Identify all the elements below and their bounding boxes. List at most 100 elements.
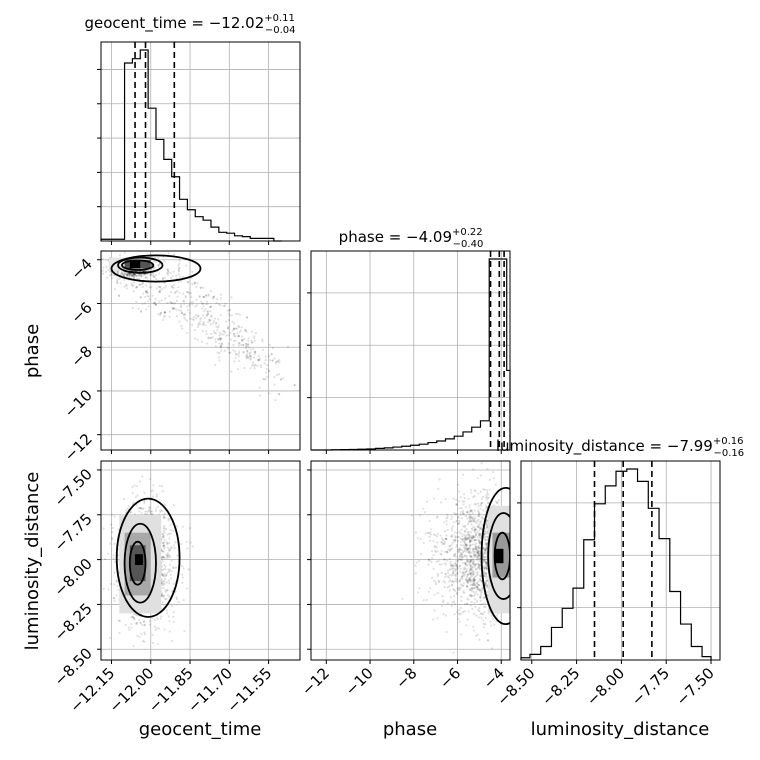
panel-phase-histogram: [307, 250, 511, 454]
sample-point: [166, 546, 170, 549]
sample-point: [157, 256, 160, 260]
sample-point: [477, 545, 480, 549]
sample-point: [472, 582, 476, 585]
sample-point: [475, 634, 478, 637]
sample-point: [201, 302, 204, 305]
sample-point: [146, 291, 149, 294]
sample-point: [459, 558, 462, 561]
histogram-luminosity-distance: [520, 468, 712, 660]
sample-point: [484, 552, 487, 555]
sample-point: [125, 283, 128, 286]
sample-point: [110, 513, 113, 517]
sample-point: [484, 565, 487, 569]
sample-point: [478, 583, 481, 587]
sample-point: [136, 634, 139, 638]
sample-point: [468, 539, 471, 542]
sample-point: [481, 523, 484, 527]
sample-point: [472, 554, 476, 557]
sample-point: [231, 320, 234, 323]
sample-point: [229, 351, 232, 354]
sample-point: [463, 500, 466, 503]
sample-point: [469, 568, 472, 571]
sample-point: [469, 576, 472, 579]
sample-point: [164, 565, 167, 568]
sample-point: [473, 575, 477, 578]
sample-point: [470, 587, 474, 590]
sample-point: [431, 618, 435, 621]
sample-point: [273, 375, 276, 379]
sample-point: [480, 501, 483, 504]
sample-point: [481, 602, 484, 605]
sample-point: [456, 566, 459, 569]
sample-point: [175, 274, 178, 277]
sample-point: [471, 571, 474, 574]
sample-point: [474, 547, 478, 550]
sample-point: [240, 343, 243, 347]
sample-point: [467, 521, 471, 524]
sample-point: [443, 562, 446, 565]
sample-point: [162, 535, 165, 538]
sample-point: [432, 540, 435, 543]
sample-point: [161, 277, 165, 280]
sample-point: [165, 541, 168, 544]
sample-point: [204, 294, 208, 297]
sample-point: [483, 566, 486, 569]
sample-point: [485, 566, 488, 569]
sample-point: [199, 318, 202, 321]
sample-point: [482, 596, 485, 600]
sample-point: [217, 326, 220, 329]
sample-point: [151, 274, 154, 277]
sample-point: [162, 515, 165, 518]
sample-point: [453, 602, 457, 606]
sample-point: [135, 484, 139, 488]
sample-point: [467, 550, 471, 553]
sample-point: [465, 579, 468, 582]
sample-point: [214, 338, 217, 341]
sample-point: [182, 275, 185, 279]
sample-point: [237, 344, 241, 347]
sample-point: [160, 557, 163, 560]
sample-point: [181, 327, 184, 330]
sample-point: [263, 378, 266, 381]
sample-point: [467, 536, 470, 539]
sample-point: [460, 517, 464, 520]
sample-point: [455, 502, 458, 506]
sample-point: [166, 594, 169, 597]
sample-point: [467, 546, 470, 549]
sample-point: [458, 530, 461, 534]
sample-point: [168, 548, 171, 551]
sample-point: [247, 343, 250, 346]
sample-point: [460, 554, 464, 557]
sample-point: [161, 592, 164, 595]
sample-point: [473, 531, 476, 534]
sample-point: [472, 520, 475, 523]
sample-point: [248, 354, 252, 357]
sample-point: [173, 307, 176, 310]
sample-point: [242, 350, 245, 354]
sample-point: [480, 612, 483, 615]
sample-point: [148, 286, 151, 289]
sample-point: [286, 345, 290, 348]
sample-point: [452, 581, 455, 584]
sample-point: [460, 507, 463, 510]
sample-point: [170, 577, 173, 580]
sample-point: [480, 501, 483, 505]
sample-point: [478, 607, 481, 610]
sample-point: [199, 286, 202, 289]
sample-point: [182, 313, 186, 316]
sample-point: [471, 560, 475, 563]
sample-point: [117, 294, 121, 297]
sample-point: [497, 499, 500, 502]
sample-point: [437, 487, 440, 490]
sample-point: [467, 610, 470, 613]
sample-point: [163, 503, 167, 506]
sample-point: [479, 612, 482, 615]
sample-point: [237, 334, 241, 338]
sample-point: [184, 318, 187, 321]
sample-point: [478, 541, 481, 544]
sample-point: [161, 541, 164, 544]
sample-point: [485, 575, 488, 578]
sample-point: [153, 302, 156, 305]
sample-point: [440, 605, 444, 608]
sample-point: [459, 577, 462, 580]
